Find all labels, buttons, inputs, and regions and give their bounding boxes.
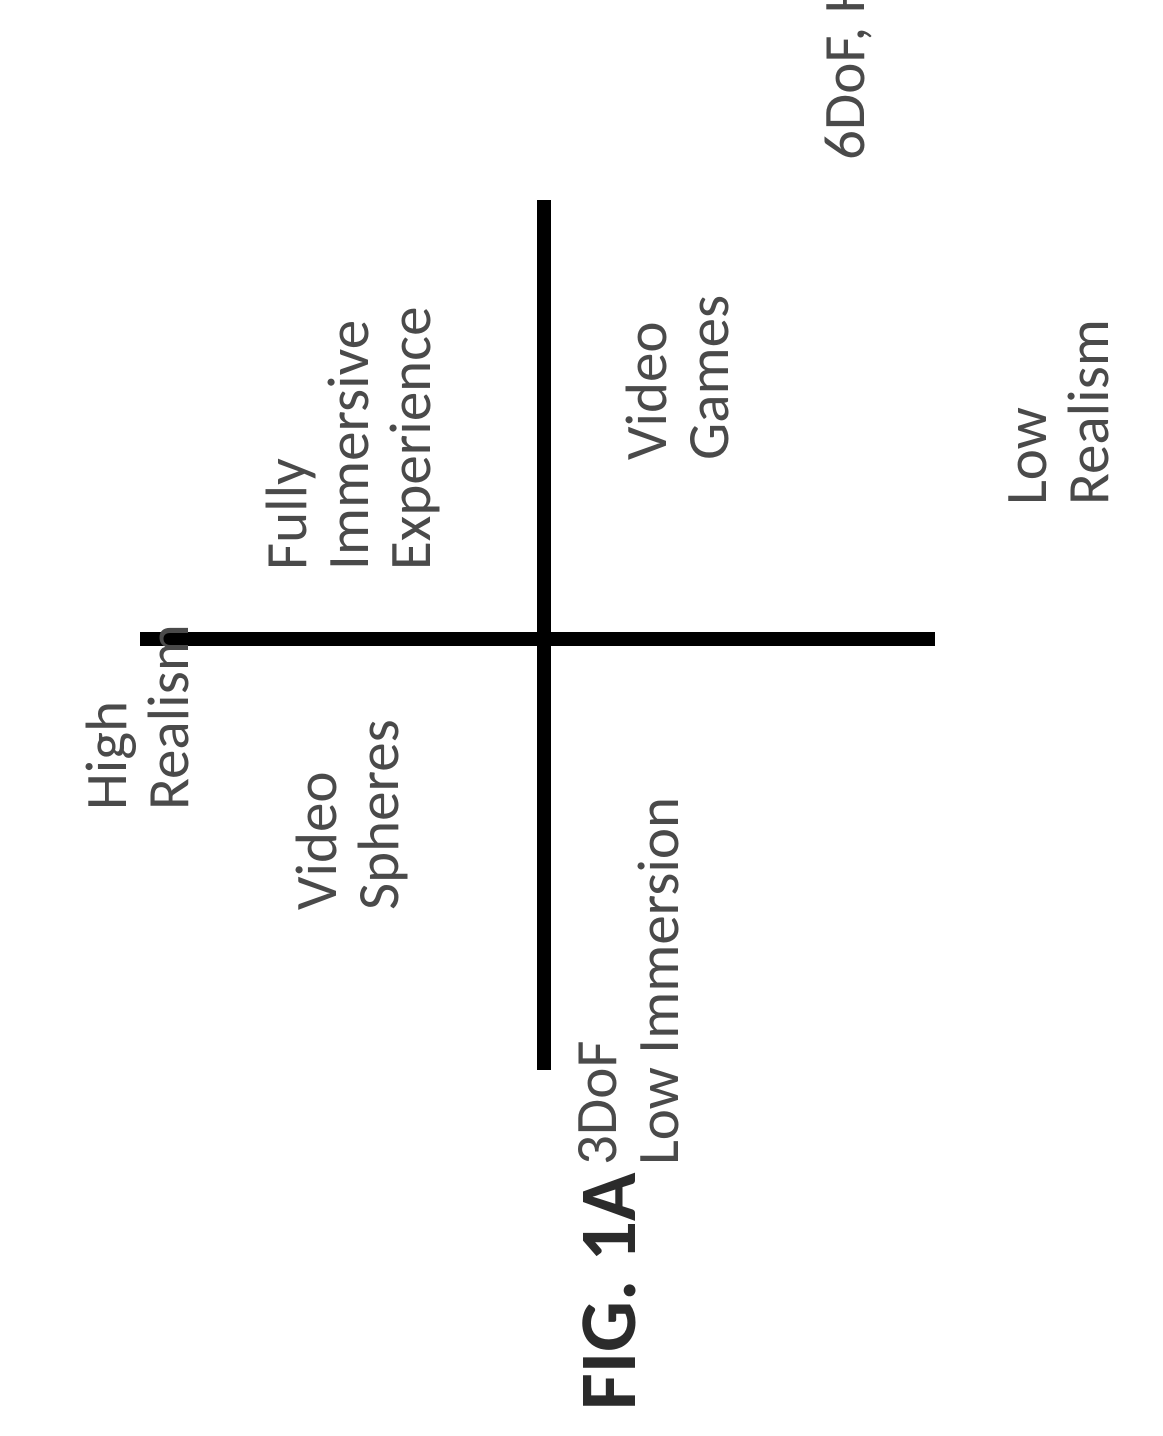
bottom-axis-label-line2: Low Immersion: [622, 797, 694, 1165]
left-axis-label-line2: Realism: [132, 624, 204, 810]
right-axis-label-line2: Realism: [1052, 319, 1124, 505]
top-axis-label: 6DoF, High Immersion: [808, 0, 880, 160]
horizontal-axis: [140, 632, 935, 646]
figure-caption: FIG. 1A: [560, 1173, 657, 1411]
quadrant-top-right-line2: Games: [672, 295, 744, 460]
quadrant-bottom-left-line2: Spheres: [342, 719, 414, 910]
quadrant-top-left-line3: Experience: [374, 307, 446, 570]
